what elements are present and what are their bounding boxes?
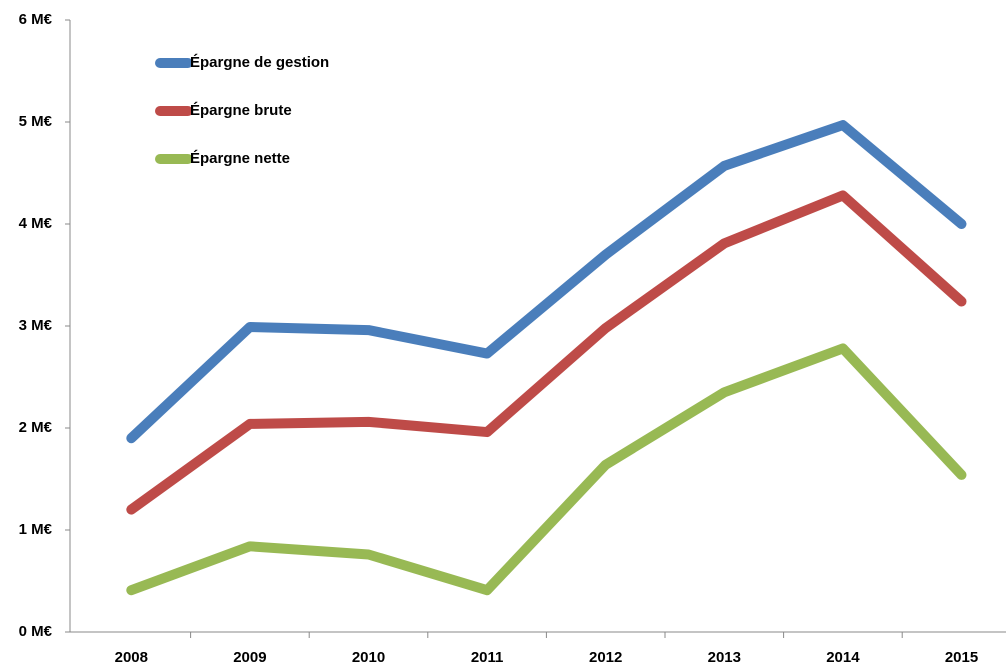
series-line — [126, 120, 967, 444]
x-tick-label: 2009 — [233, 649, 266, 664]
y-tick-label: 3 M€ — [19, 317, 53, 334]
y-tick-label: 2 M€ — [19, 419, 53, 436]
y-tick-label: 5 M€ — [19, 113, 53, 130]
x-tick-label: 2015 — [945, 649, 978, 664]
x-tick-label: 2008 — [115, 649, 148, 664]
x-tick-label: 2012 — [589, 649, 622, 664]
series-line — [126, 190, 967, 515]
y-tick-label: 1 M€ — [19, 521, 53, 538]
series-line — [126, 343, 967, 596]
y-tick-label: 6 M€ — [19, 11, 53, 28]
x-tick-label: 2014 — [826, 649, 860, 664]
y-tick-label: 4 M€ — [19, 215, 53, 232]
legend-label: Épargne brute — [190, 102, 292, 119]
legend-label: Épargne nette — [190, 150, 290, 167]
legend-label: Épargne de gestion — [190, 54, 329, 71]
y-tick-label: 0 M€ — [19, 623, 53, 640]
x-tick-label: 2010 — [352, 649, 385, 664]
x-tick-label: 2013 — [708, 649, 741, 664]
x-tick-label: 2011 — [471, 649, 504, 664]
